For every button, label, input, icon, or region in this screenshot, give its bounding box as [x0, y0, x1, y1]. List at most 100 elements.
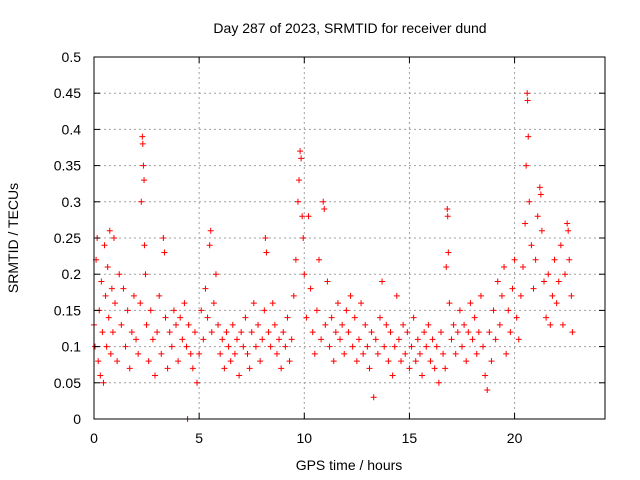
data-point	[202, 285, 209, 292]
data-point	[469, 336, 476, 343]
data-point	[122, 343, 129, 350]
y-tick-label: 0.5	[62, 49, 82, 65]
data-point	[492, 336, 499, 343]
data-point	[139, 140, 146, 147]
data-point	[257, 358, 264, 365]
data-point	[328, 314, 335, 321]
data-point	[206, 242, 213, 249]
data-point	[473, 350, 480, 357]
data-point	[307, 285, 314, 292]
data-point	[559, 321, 566, 328]
data-point	[138, 198, 145, 205]
data-point	[299, 213, 306, 220]
data-point	[145, 358, 152, 365]
data-point	[140, 162, 147, 169]
data-point	[437, 329, 444, 336]
data-point	[311, 350, 318, 357]
data-point	[303, 314, 310, 321]
data-point	[261, 307, 268, 314]
data-point	[217, 350, 224, 357]
data-point	[549, 292, 556, 299]
data-point	[162, 314, 169, 321]
data-point	[133, 336, 140, 343]
data-point	[353, 358, 360, 365]
data-point	[419, 372, 426, 379]
data-point	[288, 336, 295, 343]
y-tick-label: 0.1	[62, 339, 82, 355]
data-point	[537, 191, 544, 198]
data-point	[433, 343, 440, 350]
data-point	[379, 278, 386, 285]
data-point	[534, 213, 541, 220]
data-point	[250, 300, 257, 307]
data-point	[112, 300, 119, 307]
data-point	[116, 271, 123, 278]
data-point	[298, 155, 305, 162]
data-point	[248, 329, 255, 336]
data-point	[444, 206, 451, 213]
data-point	[553, 300, 560, 307]
data-point	[355, 336, 362, 343]
data-point	[513, 314, 520, 321]
data-point	[528, 242, 535, 249]
data-point	[452, 350, 459, 357]
data-point	[296, 177, 303, 184]
data-point	[383, 321, 390, 328]
data-point	[408, 343, 415, 350]
data-point	[372, 336, 379, 343]
data-point	[294, 198, 301, 205]
data-point	[337, 336, 344, 343]
y-tick-label: 0.15	[54, 302, 81, 318]
data-point	[139, 133, 146, 140]
data-point	[240, 343, 247, 350]
data-point	[334, 300, 341, 307]
data-point	[374, 350, 381, 357]
data-point	[267, 343, 274, 350]
data-point	[536, 184, 543, 191]
data-point	[530, 285, 537, 292]
data-point	[103, 343, 110, 350]
data-point	[332, 329, 339, 336]
x-tick-label: 0	[90, 430, 98, 446]
data-point	[358, 300, 365, 307]
data-point	[142, 271, 149, 278]
data-point	[541, 278, 548, 285]
data-point	[154, 329, 161, 336]
data-point	[301, 271, 308, 278]
data-point	[175, 358, 182, 365]
data-point	[566, 256, 573, 263]
data-point	[101, 242, 108, 249]
data-point	[114, 358, 121, 365]
data-point	[104, 263, 111, 270]
data-point	[555, 278, 562, 285]
data-point	[347, 292, 354, 299]
data-point	[445, 249, 452, 256]
y-tick-label: 0.45	[54, 85, 81, 101]
data-point	[102, 292, 109, 299]
data-point	[276, 336, 283, 343]
y-axis-label: SRMTID / TECUs	[5, 183, 21, 293]
data-point	[442, 365, 449, 372]
data-point	[547, 321, 554, 328]
data-point	[423, 343, 430, 350]
data-point	[106, 227, 113, 234]
data-point	[509, 285, 516, 292]
data-point	[242, 314, 249, 321]
data-point	[461, 321, 468, 328]
data-point	[313, 307, 320, 314]
data-point	[255, 321, 262, 328]
data-point	[406, 365, 413, 372]
data-point	[177, 314, 184, 321]
x-tick-label: 20	[507, 430, 523, 446]
data-point	[368, 329, 375, 336]
data-point	[477, 292, 484, 299]
data-point	[262, 235, 269, 241]
data-point	[269, 300, 276, 307]
data-point	[168, 343, 175, 350]
data-point	[507, 329, 514, 336]
data-point	[503, 350, 510, 357]
y-tick-label: 0.2	[62, 266, 82, 282]
data-point	[210, 300, 217, 307]
data-point	[118, 321, 125, 328]
data-point	[265, 329, 272, 336]
